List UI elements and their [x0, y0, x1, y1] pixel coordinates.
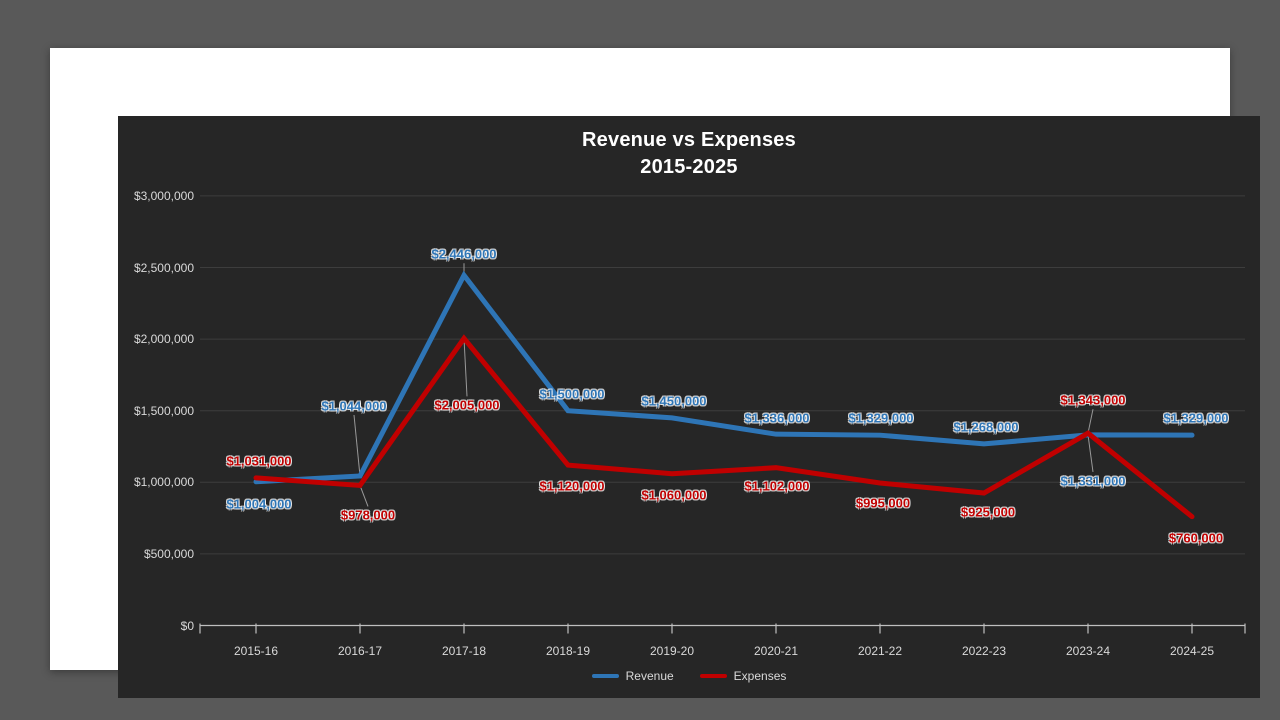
expenses-data-label: $2,005,000 [434, 397, 500, 413]
expenses-label-leader-line [463, 338, 468, 397]
expenses-data-label: $1,060,000 [641, 487, 707, 503]
revenue-data-label: $1,331,000 [1060, 473, 1126, 489]
revenue-data-label: $1,329,000 [1163, 410, 1229, 426]
revenue-data-label: $2,446,000 [431, 246, 497, 262]
x-axis-category-label: 2017-18 [441, 644, 487, 658]
revenue-label-leader-line [353, 414, 361, 477]
y-axis-tick-label: $3,000,000 [133, 188, 194, 203]
x-axis-category-label: 2023-24 [1065, 644, 1111, 658]
x-axis-category-label: 2024-25 [1169, 644, 1215, 658]
revenue-data-label: $1,004,000 [226, 496, 292, 512]
revenue-data-label: $1,450,000 [641, 393, 707, 409]
legend-item-expenses: Expenses [699, 669, 787, 683]
x-axis-category-label: 2015-16 [233, 644, 279, 658]
x-axis-category-label: 2022-23 [961, 644, 1007, 658]
chart-canvas [199, 195, 1246, 634]
y-axis-tick-label: $2,000,000 [133, 332, 194, 347]
revenue-data-label: $1,329,000 [848, 410, 914, 426]
expenses-data-label: $760,000 [1168, 530, 1224, 546]
x-axis-category-label: 2016-17 [337, 644, 383, 658]
x-axis-category-label: 2020-21 [753, 644, 799, 658]
x-axis-category-label: 2019-20 [649, 644, 695, 658]
chart-title: Revenue vs Expenses 2015-2025 [118, 127, 1260, 181]
x-axis-category-label: 2021-22 [857, 644, 903, 658]
expenses-data-label: $925,000 [960, 504, 1016, 520]
y-axis-tick-label: $500,000 [143, 546, 194, 561]
expenses-legend-label: Expenses [733, 669, 787, 683]
y-axis-tick-label: $1,500,000 [133, 403, 194, 418]
x-axis-category-label: 2018-19 [545, 644, 591, 658]
expenses-line [253, 334, 1195, 520]
revenue-legend-label: Revenue [625, 669, 674, 683]
expenses-label-leader-line [1087, 409, 1094, 434]
y-axis-tick-label: $0 [180, 618, 194, 633]
expenses-data-label: $1,102,000 [744, 478, 810, 494]
revenue-data-label: $1,500,000 [539, 386, 605, 402]
chart-title-line1: Revenue vs Expenses [582, 129, 796, 151]
expenses-data-label: $978,000 [340, 507, 396, 523]
y-axis-tick-label: $1,000,000 [133, 475, 194, 490]
expenses-legend-swatch [699, 674, 727, 678]
chart-legend: Revenue Expenses [118, 669, 1260, 683]
expenses-label-leader-line [359, 485, 369, 507]
revenue-line [253, 270, 1195, 485]
revenue-data-label: $1,044,000 [321, 398, 387, 414]
slide-background: Revenue vs Expenses 2015-2025 $1,004,000… [50, 48, 1260, 698]
chart-title-line2: 2015-2025 [640, 156, 738, 178]
revenue-label-leader-line [1087, 434, 1094, 472]
revenue-data-label: $1,336,000 [744, 410, 810, 426]
y-axis-tick-label: $2,500,000 [133, 260, 194, 275]
expenses-data-label: $1,343,000 [1060, 392, 1126, 408]
expenses-data-label: $1,120,000 [539, 478, 605, 494]
expenses-data-label: $995,000 [855, 495, 911, 511]
chart-area: Revenue vs Expenses 2015-2025 $1,004,000… [118, 116, 1260, 698]
legend-item-revenue: Revenue [591, 669, 674, 683]
revenue-legend-swatch [591, 674, 619, 678]
expenses-data-label: $1,031,000 [226, 453, 292, 469]
revenue-data-label: $1,268,000 [953, 419, 1019, 435]
